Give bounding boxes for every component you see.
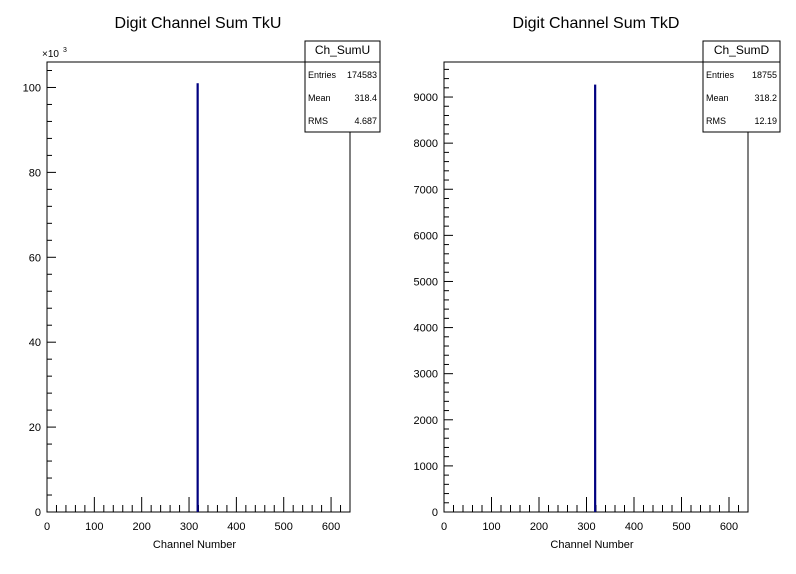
chart-title: Digit Channel Sum TkD xyxy=(513,15,680,32)
y-tick-label: 100 xyxy=(23,82,41,94)
x-tick-label: 200 xyxy=(530,521,548,533)
y-tick-label: 6000 xyxy=(414,230,438,242)
y-tick-label: 7000 xyxy=(414,184,438,196)
stats-box xyxy=(702,40,781,133)
y-tick-label: 60 xyxy=(29,252,41,264)
y-tick-label: 0 xyxy=(432,507,438,519)
right-histogram-pad: Digit Channel Sum TkD 0 100 200 300 400 500 600… xyxy=(414,15,781,551)
stats-row-value: 174583 xyxy=(347,70,377,80)
x-tick-label: 600 xyxy=(322,521,340,533)
x-tick-label: 300 xyxy=(577,521,595,533)
stats-row-value: 4.687 xyxy=(354,116,377,126)
y-exponent-power: 3 xyxy=(63,47,67,54)
y-tick-label: 20 xyxy=(29,422,41,434)
y-tick-label: 2000 xyxy=(414,415,438,427)
x-tick-label: 500 xyxy=(672,521,690,533)
stats-name: Ch_SumD xyxy=(714,43,770,57)
x-tick-label: 500 xyxy=(275,521,293,533)
x-tick-label: 300 xyxy=(180,521,198,533)
y-tick-label: 8000 xyxy=(414,138,438,150)
stats-row-value: 318.2 xyxy=(754,93,777,103)
stats-row-value: 18755 xyxy=(752,70,777,80)
histogram-bar xyxy=(196,83,199,513)
y-tick-label: 3000 xyxy=(414,369,438,381)
x-tick-label: 400 xyxy=(227,521,245,533)
y-tick-label: 4000 xyxy=(414,323,438,335)
x-tick-label: 0 xyxy=(441,521,447,533)
stats-row-label: RMS xyxy=(706,116,726,126)
stats-row-value: 12.19 xyxy=(754,116,777,126)
stats-row-label: Mean xyxy=(706,93,729,103)
x-tick-label: 100 xyxy=(482,521,500,533)
y-tick-label: 1000 xyxy=(414,461,438,473)
x-tick-label: 200 xyxy=(133,521,151,533)
y-tick-label: 0 xyxy=(35,507,41,519)
y-exponent-label: ×10 xyxy=(42,49,59,60)
x-tick-label: 600 xyxy=(720,521,738,533)
chart-title: Digit Channel Sum TkU xyxy=(115,15,282,32)
x-tick-label: 400 xyxy=(625,521,643,533)
stats-row-label: Entries xyxy=(308,70,337,80)
stats-row-label: Entries xyxy=(706,70,735,80)
x-tick-label: 0 xyxy=(44,521,50,533)
stats-box xyxy=(304,40,381,133)
x-tick-label: 100 xyxy=(85,521,103,533)
stats-row-label: RMS xyxy=(308,116,328,126)
y-tick-label: 40 xyxy=(29,337,41,349)
x-axis-label: Channel Number xyxy=(153,539,236,551)
y-tick-label: 9000 xyxy=(414,92,438,104)
stats-row-value: 318.4 xyxy=(354,93,377,103)
stats-row-label: Mean xyxy=(308,93,331,103)
y-tick-label: 5000 xyxy=(414,276,438,288)
x-axis-label: Channel Number xyxy=(550,539,633,551)
stats-name: Ch_SumU xyxy=(315,43,370,57)
histogram-bar xyxy=(594,84,597,512)
y-tick-label: 80 xyxy=(29,167,41,179)
